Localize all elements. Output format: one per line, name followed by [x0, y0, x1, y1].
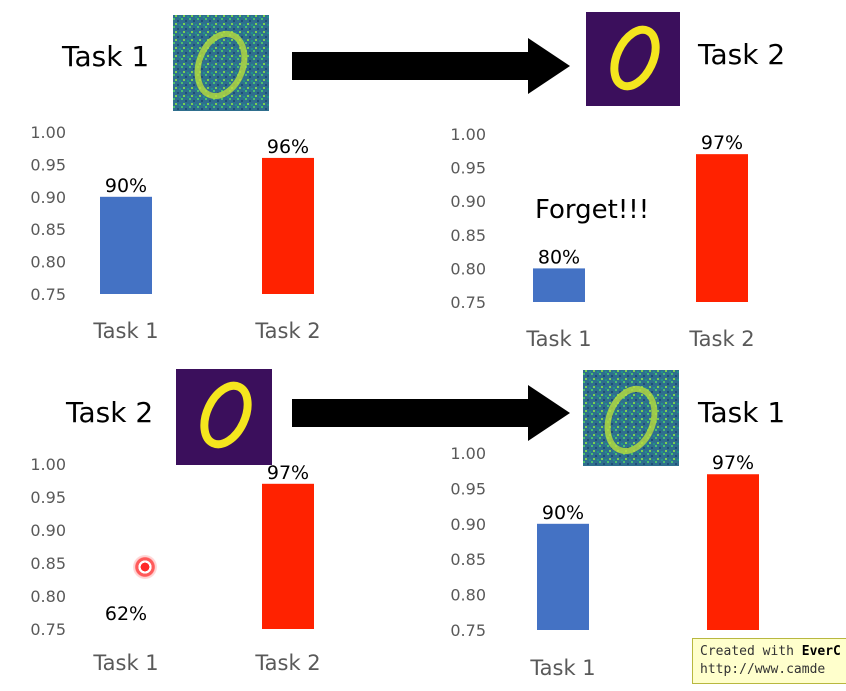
- pointer-highlight-icon: [133, 555, 157, 579]
- accuracy-chart-top-right: 1.00 0.95 0.90 0.85 0.80 0.75 80% Task 1 97% Task…: [450, 125, 754, 351]
- y-tick-label: 0.85: [30, 554, 66, 573]
- category-label: Task 2: [688, 327, 754, 351]
- data-label: 62%: [105, 603, 147, 625]
- y-tick-label: 0.75: [30, 620, 66, 639]
- data-label: 96%: [267, 136, 309, 158]
- y-tick-label: 0.85: [450, 226, 486, 245]
- y-tick-label: 1.00: [30, 455, 66, 474]
- y-tick-label: 0.90: [30, 521, 66, 540]
- category-label: Task 1: [92, 651, 158, 675]
- y-tick-label: 0.80: [30, 587, 66, 606]
- clean-digit-image: [586, 12, 680, 106]
- noisy-digit-image: [173, 15, 269, 111]
- y-tick-label: 0.80: [450, 586, 486, 605]
- y-tick-label: 0.90: [30, 188, 66, 207]
- y-tick-label: 0.90: [450, 515, 486, 534]
- watermark-url: http://www.camde: [700, 662, 826, 677]
- y-tick-label: 0.75: [30, 285, 66, 304]
- accuracy-chart-top-left: 1.00 0.95 0.90 0.85 0.80 0.75 90% Task 1 96% Task…: [30, 123, 320, 343]
- y-tick-label: 0.95: [30, 488, 66, 507]
- bar-task2: [707, 474, 759, 630]
- y-tick-label: 1.00: [450, 125, 486, 144]
- bar-task2: [696, 154, 748, 302]
- y-tick-label: 1.00: [30, 123, 66, 142]
- y-tick-label: 0.80: [30, 253, 66, 272]
- forget-annotation: Forget!!!: [535, 195, 650, 225]
- data-label: 90%: [105, 175, 147, 197]
- y-tick-label: 0.75: [450, 621, 486, 640]
- data-label: 97%: [712, 452, 754, 474]
- y-tick-label: 1.00: [450, 444, 486, 463]
- category-label: Task 1: [92, 319, 158, 343]
- category-label: Task 2: [254, 651, 320, 675]
- data-label: 80%: [538, 246, 580, 268]
- watermark-brand: EverC: [801, 644, 841, 659]
- watermark: Created with EverC http://www.camde: [692, 638, 846, 684]
- watermark-prefix: Created with: [700, 644, 802, 659]
- category-label: Task 1: [529, 656, 595, 680]
- right-arrow-icon: [292, 385, 570, 441]
- category-label: Task 2: [254, 319, 320, 343]
- bar-task2: [262, 483, 314, 629]
- y-tick-label: 0.85: [450, 550, 486, 569]
- accuracy-chart-bottom-left: 1.00 0.95 0.90 0.85 0.80 0.75 62% Task 1 97% Task…: [30, 455, 320, 675]
- y-tick-label: 0.80: [450, 259, 486, 278]
- y-tick-label: 0.95: [30, 155, 66, 174]
- y-tick-label: 0.95: [450, 159, 486, 178]
- bar-task1: [533, 268, 585, 302]
- bar-task1: [100, 196, 152, 294]
- y-tick-label: 0.90: [450, 192, 486, 211]
- data-label: 97%: [267, 462, 309, 484]
- row2-left-title: Task 2: [66, 396, 154, 429]
- row1-right-title: Task 2: [698, 38, 786, 71]
- data-label: 97%: [701, 132, 743, 154]
- y-tick-label: 0.75: [450, 293, 486, 312]
- right-arrow-icon: [292, 38, 570, 94]
- row1-left-title: Task 1: [62, 40, 150, 73]
- data-label: 90%: [542, 502, 584, 524]
- y-tick-label: 0.95: [450, 479, 486, 498]
- noisy-digit-image: [583, 370, 679, 466]
- category-label: Task 1: [525, 327, 591, 351]
- bar-task1: [537, 523, 589, 630]
- clean-digit-image: [176, 369, 272, 465]
- bar-task2: [262, 157, 314, 294]
- y-tick-label: 0.85: [30, 220, 66, 239]
- row2-right-title: Task 1: [698, 396, 786, 429]
